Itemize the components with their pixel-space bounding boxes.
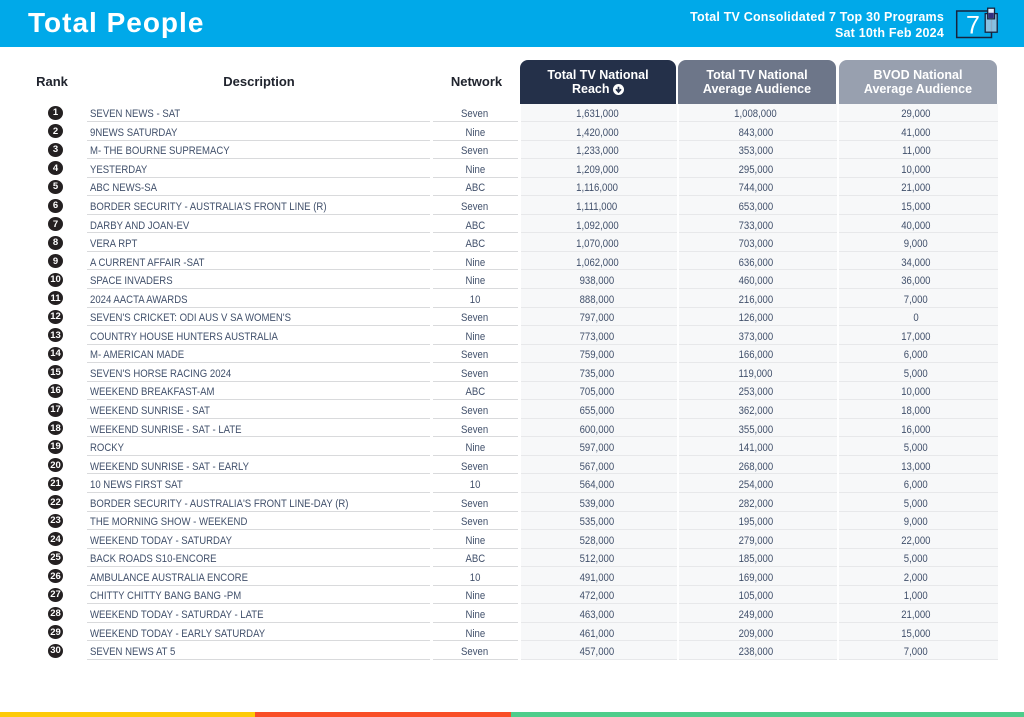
svg-text:7: 7 — [966, 12, 980, 40]
